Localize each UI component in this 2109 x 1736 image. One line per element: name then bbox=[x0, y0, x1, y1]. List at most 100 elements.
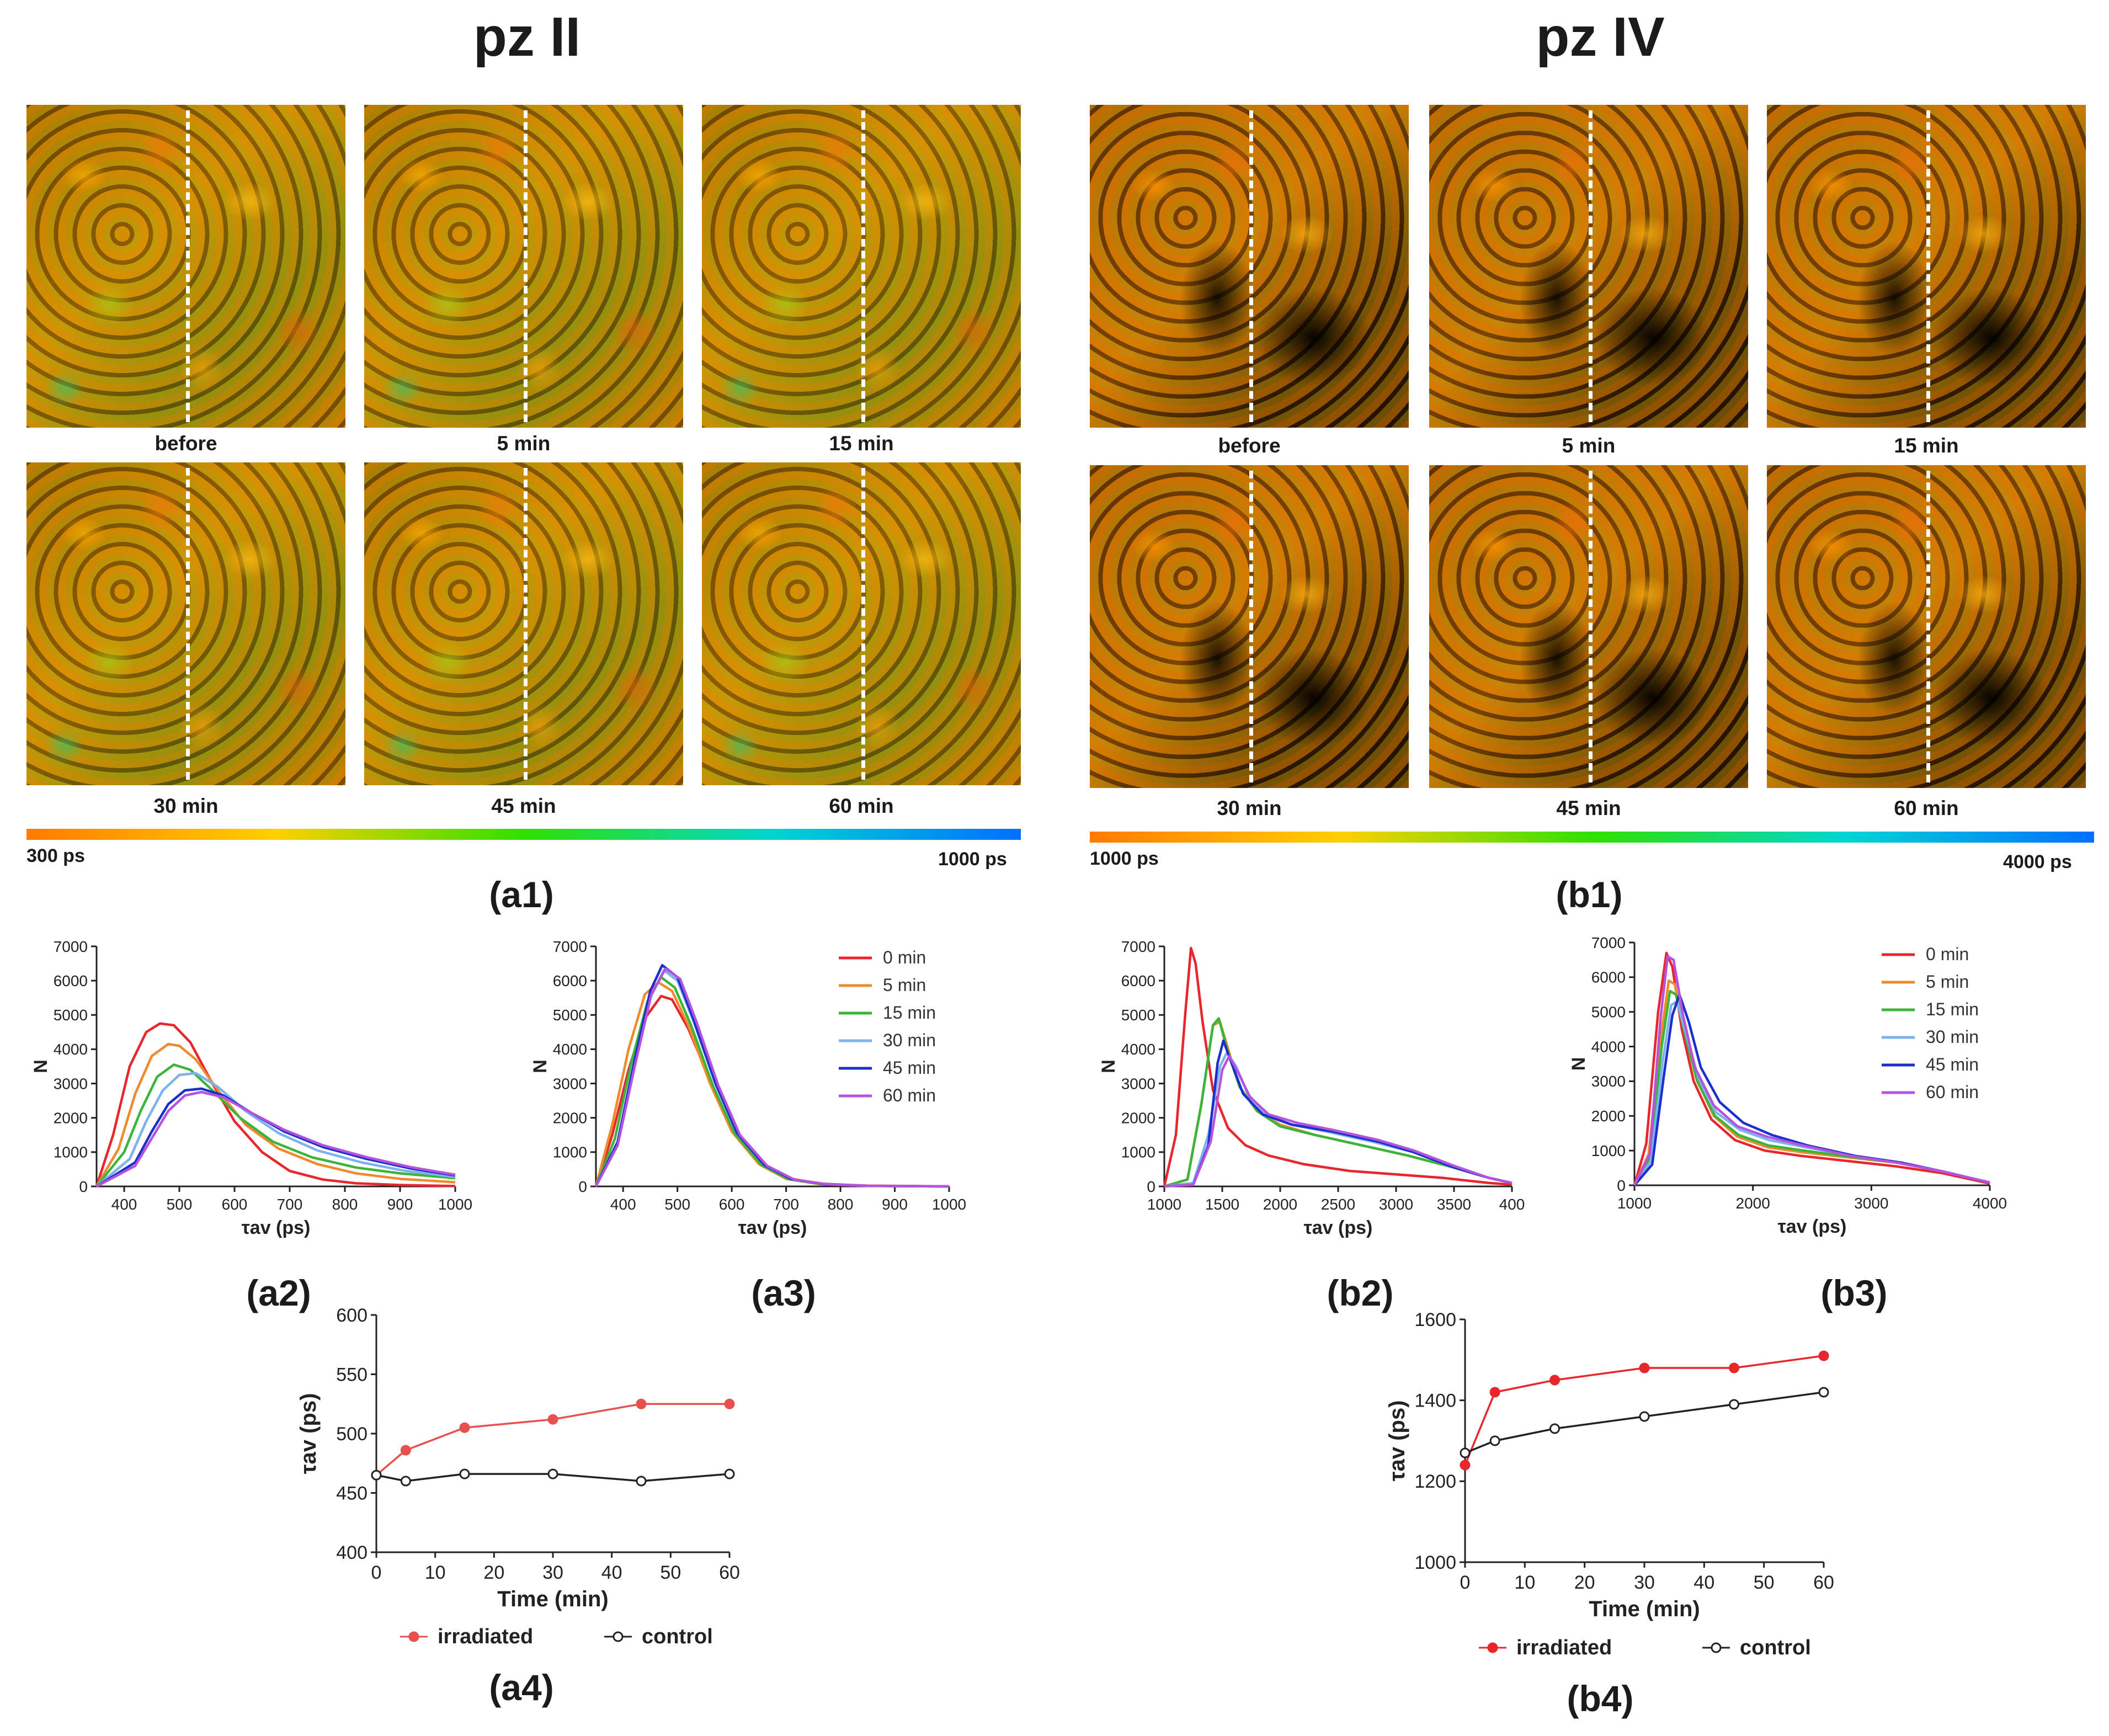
y-tick-label: 400 bbox=[336, 1542, 368, 1563]
data-point bbox=[724, 1468, 735, 1479]
series-line-irradiated bbox=[375, 1403, 729, 1476]
legend-marker bbox=[613, 1631, 624, 1642]
x-tick-label: 800 bbox=[332, 1196, 358, 1213]
y-tick-label: 6000 bbox=[1121, 972, 1155, 989]
panel-label-a2: (a2) bbox=[246, 1272, 311, 1313]
pz-ii-label-45min: 45 min bbox=[491, 795, 556, 817]
x-tick-label: 30 bbox=[542, 1562, 563, 1583]
x-tick-label: 10 bbox=[1514, 1572, 1535, 1593]
y-tick-label: 7000 bbox=[553, 938, 587, 955]
chart-a2-x-label: τav (ps) bbox=[242, 1217, 311, 1238]
pz-ii-label-before: before bbox=[155, 432, 217, 455]
pz-ii-label-15min: 15 min bbox=[829, 432, 894, 455]
chart-a3: 0 1000 2000 3000 4000 5000 6000 7000 400 500 600 70… bbox=[530, 938, 966, 1238]
y-tick-label: 1200 bbox=[1414, 1471, 1456, 1492]
chart-b4: 1000 1200 1400 1600 0 10 20 30 40 50 60 Time (min) τ… bbox=[1385, 1309, 1834, 1659]
panel-label-a1: (a1) bbox=[489, 874, 554, 915]
pz-iv-colorbar-min: 1000 ps bbox=[1090, 848, 1159, 869]
series-line-0-min bbox=[1163, 946, 1512, 1187]
y-tick-label: 0 bbox=[1147, 1178, 1155, 1195]
x-tick-label: 3000 bbox=[1854, 1195, 1888, 1212]
chart-b2-y-label: N bbox=[1098, 1059, 1119, 1073]
y-tick-label: 2000 bbox=[1591, 1107, 1626, 1125]
data-point bbox=[1460, 1447, 1471, 1458]
data-point bbox=[459, 1422, 470, 1433]
pz-iv-label-30min: 30 min bbox=[1217, 797, 1282, 819]
y-tick-label: 7000 bbox=[1591, 934, 1626, 951]
chart-a3-x-label: τav (ps) bbox=[738, 1217, 807, 1238]
y-tick-label: 4000 bbox=[54, 1041, 88, 1058]
data-point bbox=[1489, 1387, 1500, 1398]
x-tick-label: 400 bbox=[610, 1196, 636, 1213]
legend-label: irradiated bbox=[1516, 1636, 1612, 1659]
legend-label: 15 min bbox=[883, 1003, 936, 1023]
x-tick-label: 40 bbox=[601, 1562, 622, 1583]
y-tick-label: 1000 bbox=[553, 1144, 587, 1161]
x-tick-label: 4000 bbox=[1973, 1195, 2007, 1212]
pz-ii-label-30min: 30 min bbox=[153, 795, 219, 817]
chart-a3-y-label: N bbox=[530, 1059, 551, 1073]
chart-a2-y-label: N bbox=[30, 1059, 51, 1073]
pz-iv-colorbar-max: 4000 ps bbox=[2003, 851, 2072, 872]
y-tick-label: 600 bbox=[336, 1305, 368, 1326]
x-tick-label: 900 bbox=[882, 1196, 908, 1213]
x-tick-label: 20 bbox=[483, 1562, 504, 1583]
x-tick-label: 3000 bbox=[1379, 1196, 1413, 1213]
y-tick-label: 1000 bbox=[1414, 1552, 1456, 1573]
chart-b3-y-label: N bbox=[1568, 1057, 1589, 1071]
pz-iv-image-30min bbox=[1090, 465, 1409, 788]
x-tick-label: 60 bbox=[1813, 1572, 1834, 1593]
y-tick-label: 2000 bbox=[553, 1110, 587, 1127]
chart-b4-x-label: Time (min) bbox=[1589, 1597, 1700, 1621]
pz-ii-image-before bbox=[26, 105, 345, 428]
y-tick-label: 6000 bbox=[553, 972, 587, 989]
x-tick-label: 900 bbox=[387, 1196, 413, 1213]
series-line-60-min bbox=[1164, 1055, 1512, 1188]
legend-label: 15 min bbox=[1926, 999, 1979, 1019]
legend-label: irradiated bbox=[438, 1625, 533, 1648]
series-line-30-min bbox=[95, 1072, 456, 1187]
chart-a4: 400 450 500 550 600 0 10 20 30 40 50 60 Time (min) τa… bbox=[296, 1305, 740, 1648]
x-tick-label: 1000 bbox=[438, 1196, 472, 1213]
x-tick-label: 2000 bbox=[1736, 1195, 1770, 1212]
pz-iv-label-45min: 45 min bbox=[1556, 797, 1621, 819]
series-line-5-min bbox=[95, 1042, 456, 1187]
pz-iv-label-60min: 60 min bbox=[1894, 797, 1959, 819]
legend-label: 45 min bbox=[883, 1058, 936, 1078]
x-tick-label: 500 bbox=[167, 1196, 193, 1213]
pz-ii-title: pz II bbox=[473, 6, 581, 68]
data-point bbox=[1489, 1435, 1500, 1446]
legend-marker bbox=[408, 1631, 419, 1642]
legend-label: control bbox=[1740, 1636, 1811, 1659]
series-line-0-min bbox=[95, 1022, 456, 1187]
x-tick-label: 40 bbox=[1693, 1572, 1714, 1593]
legend-label: 0 min bbox=[1926, 944, 1969, 964]
pz-iv-title: pz IV bbox=[1536, 6, 1665, 68]
x-tick-label: 60 bbox=[719, 1562, 740, 1583]
x-tick-label: 30 bbox=[1634, 1572, 1655, 1593]
panel-label-b1: (b1) bbox=[1556, 874, 1623, 915]
chart-b2-x-label: τav (ps) bbox=[1304, 1217, 1373, 1238]
data-point bbox=[547, 1468, 558, 1479]
pz-ii-image-5min bbox=[364, 105, 683, 428]
x-tick-label: 1000 bbox=[932, 1196, 966, 1213]
y-tick-label: 7000 bbox=[54, 938, 88, 955]
data-point bbox=[459, 1468, 470, 1479]
y-tick-label: 5000 bbox=[1121, 1007, 1155, 1024]
y-tick-label: 6000 bbox=[1591, 969, 1626, 986]
x-tick-label: 700 bbox=[277, 1196, 303, 1213]
legend-marker bbox=[1487, 1642, 1498, 1653]
series-line-15-min bbox=[1164, 1017, 1512, 1188]
x-tick-label: 600 bbox=[222, 1196, 248, 1213]
pz-iv-colorbar bbox=[1090, 832, 2094, 843]
series-line-60-min bbox=[95, 1090, 456, 1187]
data-point bbox=[1460, 1460, 1471, 1471]
y-tick-label: 5000 bbox=[54, 1007, 88, 1024]
legend-label: control bbox=[642, 1625, 713, 1648]
x-tick-label: 20 bbox=[1574, 1572, 1595, 1593]
legend-label: 30 min bbox=[1926, 1027, 1979, 1047]
pz-ii-label-5min: 5 min bbox=[497, 432, 551, 455]
series-line-15-min bbox=[95, 1063, 456, 1187]
legend-marker bbox=[1711, 1642, 1722, 1653]
